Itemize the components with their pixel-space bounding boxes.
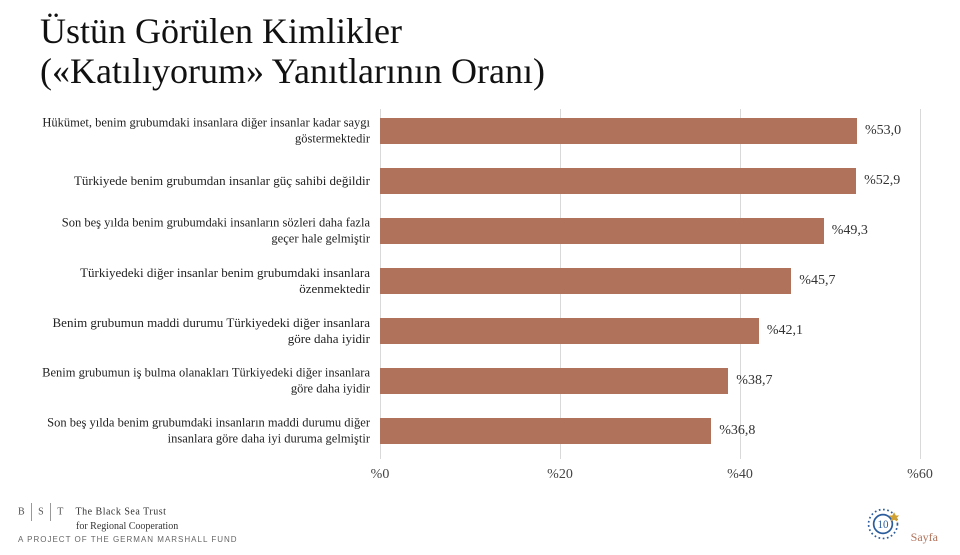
bar-label: Hükümet, benim grubumdaki insanlara diğe… [40, 116, 370, 147]
gridline [920, 109, 921, 459]
chart-row: Son beş yılda benim grubumdaki insanları… [40, 415, 920, 447]
bar [380, 268, 791, 294]
bar [380, 368, 728, 394]
bar-chart: Hükümet, benim grubumdaki insanlara diğe… [40, 109, 920, 499]
chart-row: Son beş yılda benim grubumdaki insanları… [40, 215, 920, 247]
chart-row: Türkiyedeki diğer insanlar benim grubumd… [40, 265, 920, 297]
x-axis-labels: %0%20%40%60 [380, 467, 920, 489]
bar-value-label: %38,7 [736, 373, 772, 389]
x-axis-tick-label: %0 [371, 467, 390, 483]
footer-attribution: BST The Black Sea Trust for Regional Coo… [18, 503, 238, 545]
footer-org-1: The Black Sea Trust [76, 507, 167, 518]
bar-value-label: %53,0 [865, 123, 901, 139]
page-title: Üstün Görülen Kimlikler («Katılıyorum» Y… [40, 12, 920, 91]
footer-logo-text: BST The Black Sea Trust [18, 503, 238, 521]
x-axis-tick-label: %60 [907, 467, 933, 483]
svg-text:10: 10 [877, 519, 889, 531]
bar-value-label: %36,8 [719, 423, 755, 439]
chart-row: Benim grubumun maddi durumu Türkiyedeki … [40, 315, 920, 347]
bar [380, 318, 759, 344]
gmf-badge-icon: 10 [866, 507, 900, 541]
bar-label: Türkiyedeki diğer insanlar benim grubumd… [40, 265, 370, 298]
x-axis-tick-label: %40 [727, 467, 753, 483]
page-number: Sayfa [911, 530, 938, 545]
footer-project-line: A PROJECT OF THE GERMAN MARSHALL FUND [18, 535, 238, 545]
bar-label: Benim grubumun maddi durumu Türkiyedeki … [40, 315, 370, 348]
bar-label: Türkiyede benim grubumdan insanlar güç s… [40, 173, 370, 189]
bar-label: Son beş yılda benim grubumdaki insanları… [40, 416, 370, 447]
chart-row: Hükümet, benim grubumdaki insanlara diğe… [40, 115, 920, 147]
x-axis-tick-label: %20 [547, 467, 573, 483]
bar-value-label: %42,1 [767, 323, 803, 339]
title-line-2: («Katılıyorum» Yanıtlarının Oranı) [40, 51, 545, 91]
title-line-1: Üstün Görülen Kimlikler [40, 11, 402, 51]
bar-label: Benim grubumun iş bulma olanakları Türki… [40, 366, 370, 397]
bar-value-label: %52,9 [864, 173, 900, 189]
bar-value-label: %49,3 [832, 223, 868, 239]
bar-label: Son beş yılda benim grubumdaki insanları… [40, 216, 370, 247]
bar [380, 418, 711, 444]
page-root: Üstün Görülen Kimlikler («Katılıyorum» Y… [0, 0, 960, 555]
chart-row: Türkiyede benim grubumdan insanlar güç s… [40, 165, 920, 197]
bar-value-label: %45,7 [799, 273, 835, 289]
footer-org-2: for Regional Cooperation [76, 521, 238, 533]
bar [380, 168, 856, 194]
chart-row: Benim grubumun iş bulma olanakları Türki… [40, 365, 920, 397]
bar [380, 118, 857, 144]
bar [380, 218, 824, 244]
